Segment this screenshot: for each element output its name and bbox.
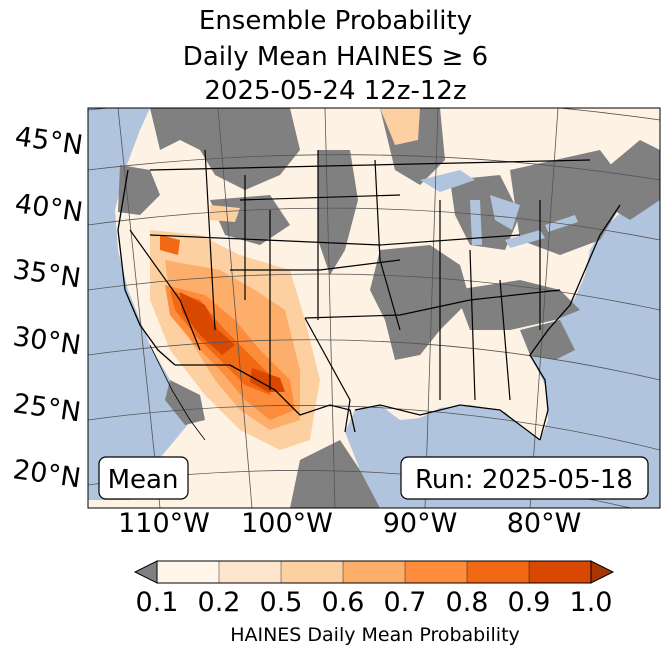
- colorbar-tick-1: 0.2: [197, 587, 241, 618]
- colorbar-tick-5: 0.8: [445, 587, 489, 618]
- colorbar-segment: [281, 561, 343, 583]
- lon-label-80: 80°W: [507, 508, 582, 539]
- coastlines: [117, 169, 621, 441]
- lat-label-40: 40°N: [13, 188, 85, 228]
- lon-label-110: 110°W: [118, 508, 210, 539]
- title-line-3: 2025-05-24 12z-12z: [204, 76, 467, 106]
- title-line-1: Ensemble Probability: [198, 6, 473, 36]
- colorbar-segment: [405, 561, 467, 583]
- probability-shading: [150, 108, 420, 450]
- colorbar-segment: [219, 561, 281, 583]
- lon-label-100: 100°W: [241, 508, 333, 539]
- lon-label-90: 90°W: [383, 508, 458, 539]
- colorbar-tick-3: 0.6: [321, 587, 365, 618]
- great-lakes: [420, 170, 578, 248]
- lat-label-20: 20°N: [11, 454, 83, 494]
- colorbar-tick-2: 0.5: [259, 587, 303, 618]
- colorbar-segment: [529, 561, 591, 583]
- colorbar-border: [156, 560, 592, 584]
- colorbar-tick-4: 0.7: [383, 587, 427, 618]
- colorbar-tick-6: 0.9: [507, 587, 551, 618]
- missing-data-regions: [118, 108, 660, 508]
- stat-label: Mean: [108, 465, 179, 495]
- colorbar-label: HAINES Daily Mean Probability: [230, 624, 520, 646]
- lat-label-45: 45°N: [13, 121, 85, 161]
- colorbar-over-extend: [590, 560, 615, 584]
- lat-label-30: 30°N: [11, 321, 83, 361]
- baja-coast: [149, 344, 206, 441]
- run-label: Run: 2025-05-18: [415, 465, 633, 495]
- colorbar: [133, 560, 615, 584]
- colorbar-segment: [343, 561, 405, 583]
- colorbar-under-extend: [133, 560, 158, 584]
- lat-label-25: 25°N: [11, 388, 83, 428]
- state-borders: [129, 149, 591, 433]
- colorbar-segment: [467, 561, 529, 583]
- graticule: [88, 108, 660, 508]
- colorbar-segment: [157, 561, 219, 583]
- lat-label-35: 35°N: [11, 254, 83, 294]
- colorbar-tick-7: 1.0: [569, 587, 613, 618]
- colorbar-tick-0: 0.1: [135, 587, 179, 618]
- title-line-2: Daily Mean HAINES ≥ 6: [182, 42, 489, 72]
- run-label-box: [400, 456, 649, 500]
- stat-label-box: [98, 456, 189, 500]
